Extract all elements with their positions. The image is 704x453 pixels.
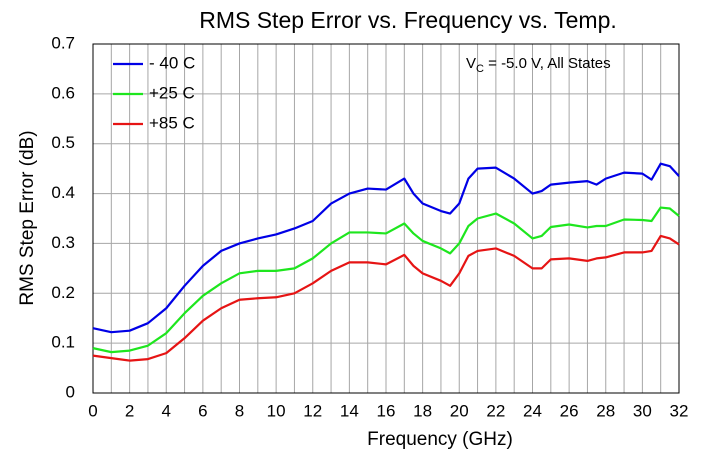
x-tick-label: 28: [596, 401, 615, 420]
y-tick-label: 0.5: [51, 133, 75, 152]
x-tick-label: 8: [235, 401, 244, 420]
y-tick-label: 0.7: [51, 33, 75, 52]
x-tick-label: 30: [633, 401, 652, 420]
y-tick-label: 0.4: [51, 183, 75, 202]
y-axis-label: RMS Step Error (dB): [17, 130, 38, 305]
line-series: [92, 162, 680, 334]
x-tick-label: 12: [303, 401, 322, 420]
x-tick-label: 14: [340, 401, 359, 420]
x-tick-label: 22: [486, 401, 505, 420]
y-tick-label: 0: [66, 382, 75, 401]
chart-title: RMS Step Error vs. Frequency vs. Temp.: [199, 7, 617, 33]
y-tick-label: 0.6: [51, 83, 75, 102]
x-tick-label: 26: [560, 401, 579, 420]
annotation-main: V: [466, 55, 476, 72]
x-axis-label: Frequency (GHz): [367, 429, 513, 450]
y-tick-label: 0.3: [51, 233, 75, 252]
annotation: VC = -5.0 V, All States: [466, 55, 611, 75]
annotation-subscript: C: [476, 63, 484, 75]
x-tick-label: 20: [450, 401, 469, 420]
y-tick-label: 0.1: [51, 333, 75, 352]
x-tick-label: 10: [267, 401, 286, 420]
x-tick-label: 6: [198, 401, 207, 420]
x-tick-label: 18: [413, 401, 432, 420]
x-tick-label: 24: [523, 401, 542, 420]
line-series: [92, 234, 680, 362]
x-tick-label: 16: [377, 401, 396, 420]
legend-label: +85 C: [149, 113, 195, 132]
annotation-rest: = -5.0 V, All States: [484, 55, 611, 72]
y-tick-label: 0.2: [51, 283, 75, 302]
legend-label: +25 C: [149, 83, 195, 102]
x-tick-label: 0: [88, 401, 97, 420]
plot-frame: [92, 43, 680, 394]
x-tick-label: 2: [125, 401, 134, 420]
x-tick-label: 32: [670, 401, 689, 420]
line-series: [92, 206, 680, 354]
x-tick-label: 4: [162, 401, 171, 420]
legend-label: - 40 C: [149, 53, 195, 72]
